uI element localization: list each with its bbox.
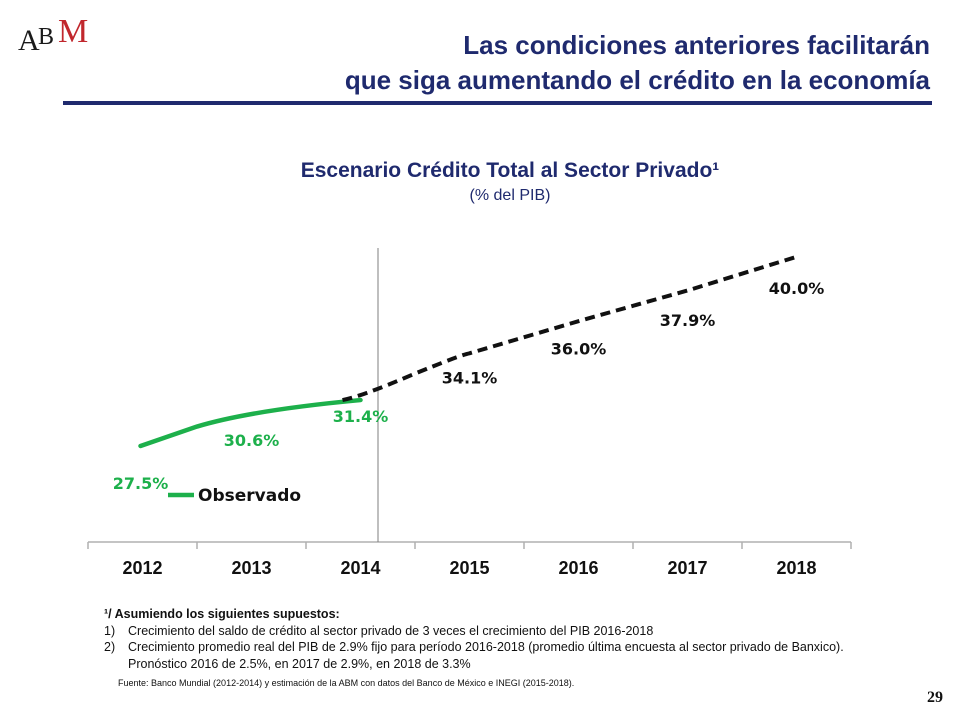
page-number: 29 (927, 689, 943, 706)
data-label-projection: 40.0% (769, 279, 825, 298)
assumptions-notes: ¹/ Asumiendo los siguientes supuestos: 1… (104, 606, 904, 672)
chart-subtitle: (% del PIB) (470, 187, 551, 204)
data-label-observado: 30.6% (224, 431, 280, 450)
data-label-observado: 27.5% (113, 474, 169, 493)
x-tick-label: 2018 (776, 558, 816, 578)
notes-header: ¹/ Asumiendo los siguientes supuestos: (104, 607, 340, 621)
note-number: 1) (104, 623, 116, 638)
note-text: Crecimiento promedio real del PIB de 2.9… (128, 640, 844, 671)
credit-chart: Escenario Crédito Total al Sector Privad… (87, 159, 852, 578)
series-line-observado (138, 397, 363, 449)
note-text: Crecimiento del saldo de crédito al sect… (128, 623, 654, 638)
x-tick-label: 2016 (558, 558, 598, 578)
note-number: 2) (104, 640, 116, 654)
chart-title: Escenario Crédito Total al Sector Privad… (301, 159, 720, 182)
x-tick-label: 2012 (122, 558, 162, 578)
x-tick-label: 2014 (340, 558, 380, 578)
x-tick-label: 2017 (667, 558, 707, 578)
data-label-projection: 36.0% (551, 340, 607, 359)
slide-title-line2: que siga aumentando el crédito en la eco… (344, 65, 930, 95)
note-item: 1) Crecimiento del saldo de crédito al s… (104, 623, 904, 640)
data-label-projection: 37.9% (660, 311, 716, 330)
x-tick-label: 2015 (449, 558, 489, 578)
svg-text:M: M (58, 13, 88, 50)
data-label-projection: 34.1% (442, 368, 498, 387)
x-tick-label: 2013 (231, 558, 271, 578)
svg-text:B: B (38, 24, 54, 50)
legend-label-observado: Observado (198, 486, 301, 506)
data-label-observado: 31.4% (333, 407, 389, 426)
slide-title: Las condiciones anteriores facilitarán q… (230, 28, 930, 98)
slide-title-line1: Las condiciones anteriores facilitarán (463, 30, 930, 60)
source-note: Fuente: Banco Mundial (2012-2014) y esti… (118, 678, 575, 688)
abm-logo: A B M (18, 13, 88, 54)
series-line-projection (342, 254, 800, 403)
note-item: 2) Crecimiento promedio real del PIB de … (104, 639, 904, 672)
title-underline (63, 101, 932, 105)
svg-text:A: A (18, 24, 40, 54)
